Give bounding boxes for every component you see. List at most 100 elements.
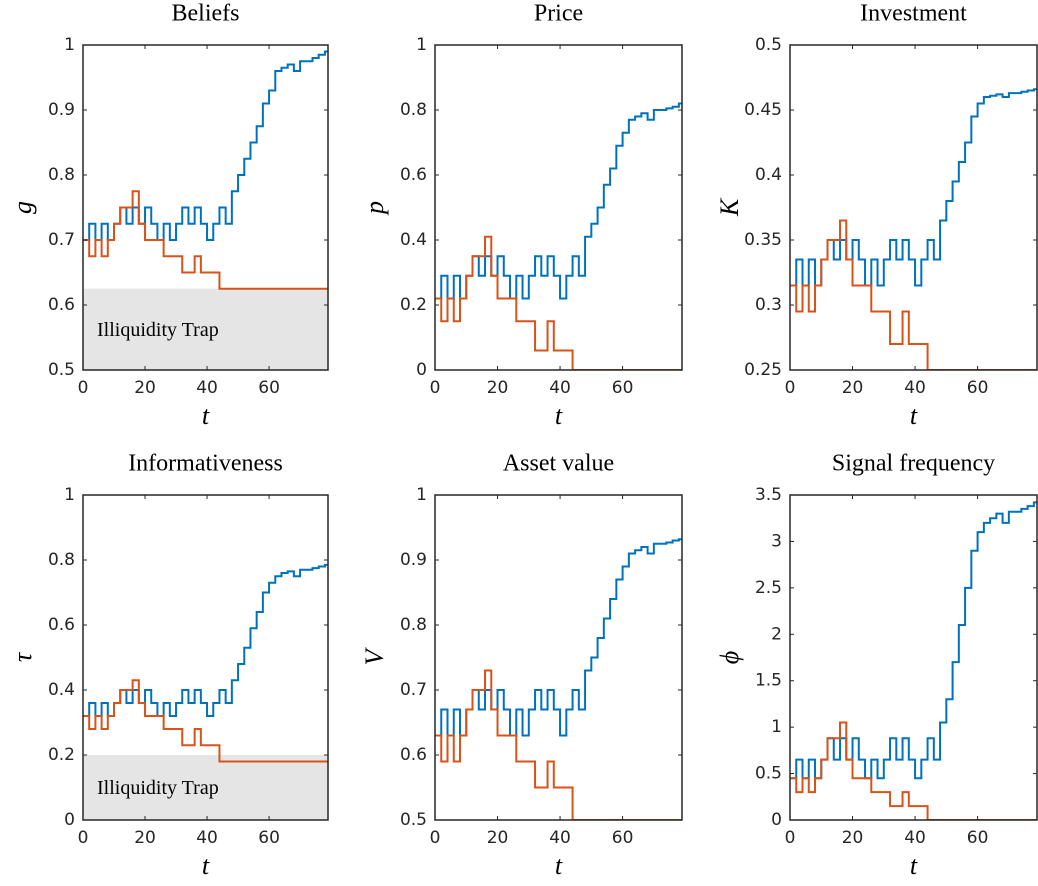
y-tick-label: 0.3	[755, 295, 782, 315]
series-line	[435, 235, 682, 370]
y-tick-label: 0.6	[48, 295, 75, 315]
y-axis-label: g	[8, 201, 37, 214]
trap-region	[83, 288, 328, 370]
trap-label: Illiquidity Trap	[97, 777, 219, 799]
y-tick-label: 0.8	[400, 100, 427, 120]
y-tick-label: 0	[416, 360, 427, 380]
x-tick-label: 60	[612, 828, 634, 848]
y-tick-label: 0.6	[400, 745, 427, 765]
x-tick-label: 0	[78, 378, 89, 398]
trap-label: Illiquidity Trap	[97, 319, 219, 341]
y-tick-label: 0.8	[48, 165, 75, 185]
y-tick-label: 1.5	[755, 671, 782, 691]
y-tick-label: 0.4	[48, 680, 75, 700]
x-tick-label: 40	[904, 828, 926, 848]
panel-title: Informativeness	[128, 451, 283, 477]
x-tick-label: 60	[967, 828, 989, 848]
axes-box	[82, 494, 329, 821]
x-tick-label: 40	[196, 378, 218, 398]
x-tick-label: 20	[842, 378, 864, 398]
y-tick-label: 0.2	[48, 745, 75, 765]
y-tick-label: 2.5	[755, 578, 782, 598]
y-tick-label: 0	[771, 810, 782, 830]
series-line	[83, 190, 328, 290]
y-tick-label: 3	[771, 531, 782, 551]
series-line	[435, 669, 682, 820]
x-tick-label: 60	[612, 378, 634, 398]
panel: Illiquidity Trap 0 0.2 0.4 0.6 0.8 1 0 20 40 60 Inf…	[8, 451, 329, 880]
trap-region	[83, 755, 328, 820]
y-tick-label: 0.5	[48, 360, 75, 380]
y-tick-label: 0.25	[744, 360, 782, 380]
y-tick-label: 0.8	[400, 615, 427, 635]
panel: 0 0.5 1 1.5 2 2.5 3 3.5 0 20 40 60 Signal frequency t…	[715, 451, 1038, 880]
y-tick-label: 3.5	[755, 485, 782, 505]
x-tick-label: 0	[430, 828, 441, 848]
x-tick-label: 20	[487, 828, 509, 848]
panel: 0.25 0.3 0.35 0.4 0.45 0.5 0 20 40 60 Investment t K	[715, 1, 1038, 430]
y-axis-label: K	[715, 197, 744, 217]
x-tick-label: 40	[196, 828, 218, 848]
y-tick-label: 0.5	[400, 810, 427, 830]
y-tick-label: 0	[64, 810, 75, 830]
y-tick-label: 0.6	[48, 615, 75, 635]
y-tick-label: 0.7	[400, 680, 427, 700]
panel-title: Signal frequency	[832, 451, 995, 477]
y-tick-label: 0.6	[400, 165, 427, 185]
series-line	[790, 721, 1037, 820]
x-tick-label: 40	[904, 378, 926, 398]
plot-area	[790, 45, 1037, 370]
y-tick-label: 2	[771, 624, 782, 644]
axes-box	[434, 494, 683, 821]
plot-area	[435, 495, 682, 820]
y-tick-label: 0.8	[48, 550, 75, 570]
x-tick-label: 0	[785, 828, 796, 848]
panel-title: Investment	[860, 1, 967, 27]
x-tick-label: 20	[842, 828, 864, 848]
x-tick-label: 0	[78, 828, 89, 848]
axes-box	[789, 494, 1038, 821]
x-tick-label: 60	[258, 828, 280, 848]
axes-box	[434, 44, 683, 371]
x-tick-label: 60	[258, 378, 280, 398]
y-tick-label: 0.35	[744, 230, 782, 250]
panel: 0 0.2 0.4 0.6 0.8 1 0 20 40 60 Price t p	[360, 1, 683, 430]
x-axis-label: t	[910, 401, 918, 430]
x-axis-label: t	[910, 851, 918, 880]
y-tick-label: 0.5	[755, 764, 782, 784]
axes-box	[82, 44, 329, 371]
y-axis-label: p	[360, 201, 389, 216]
x-tick-label: 60	[967, 378, 989, 398]
y-tick-label: 0.9	[400, 550, 427, 570]
x-tick-label: 20	[134, 828, 156, 848]
x-tick-label: 20	[487, 378, 509, 398]
x-axis-label: t	[555, 851, 563, 880]
y-tick-label: 0.9	[48, 100, 75, 120]
y-tick-label: 0.5	[755, 35, 782, 55]
series-line	[83, 679, 328, 763]
panel-title: Asset value	[503, 451, 614, 477]
x-axis-label: t	[202, 851, 210, 880]
panel: Illiquidity Trap 0.5 0.6 0.7 0.8 0.9 1 0 20 40 60 B…	[8, 1, 329, 430]
x-tick-label: 0	[430, 378, 441, 398]
y-tick-label: 1	[416, 35, 427, 55]
y-tick-label: 0.45	[744, 100, 782, 120]
x-axis-label: t	[202, 401, 210, 430]
x-tick-label: 40	[549, 378, 571, 398]
plot-area	[435, 45, 682, 370]
y-axis-label: V	[360, 646, 389, 665]
x-axis-label: t	[555, 401, 563, 430]
x-tick-label: 40	[549, 828, 571, 848]
y-tick-label: 1	[64, 35, 75, 55]
panel: 0.5 0.6 0.7 0.8 0.9 1 0 20 40 60 Asset value t V	[360, 451, 683, 880]
panel-title: Beliefs	[172, 1, 240, 27]
axes-box	[789, 44, 1038, 371]
y-tick-label: 0.7	[48, 230, 75, 250]
y-tick-label: 0.2	[400, 295, 427, 315]
series-line	[790, 219, 1037, 370]
y-tick-label: 1	[64, 485, 75, 505]
x-tick-label: 0	[785, 378, 796, 398]
y-tick-label: 1	[416, 485, 427, 505]
y-tick-label: 0.4	[400, 230, 427, 250]
y-axis-label: τ	[8, 651, 37, 662]
